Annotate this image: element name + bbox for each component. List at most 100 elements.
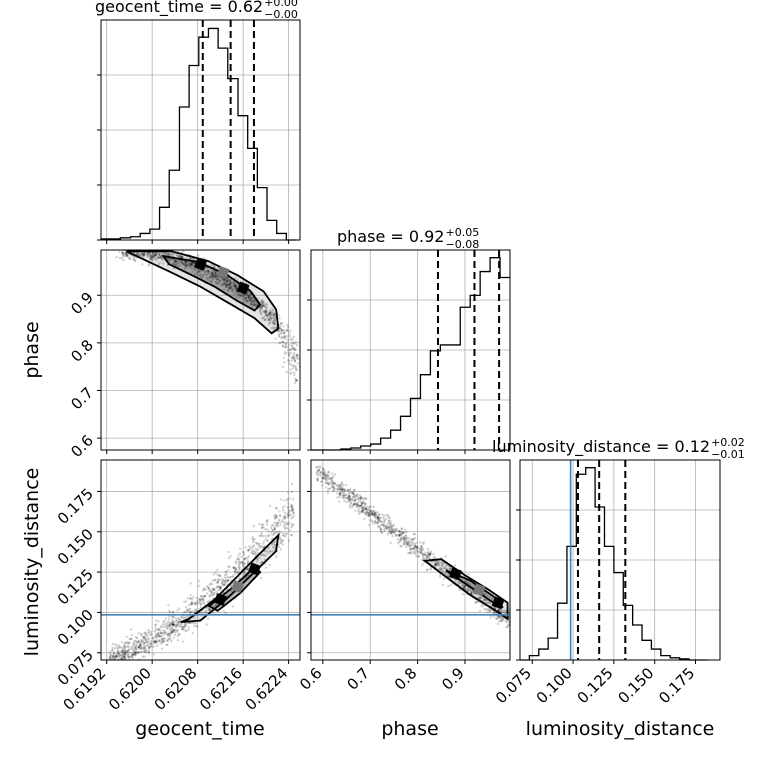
- geocent_time-vs-luminosity_distance-sample-point: [175, 623, 179, 627]
- geocent_time-vs-phase-sample-point: [214, 280, 218, 284]
- geocent_time-vs-luminosity_distance-sample-point: [258, 545, 261, 548]
- phase-vs-luminosity_distance-sample-point: [345, 497, 349, 500]
- geocent_time-vs-luminosity_distance-sample-point: [113, 646, 117, 650]
- geocent_time-vs-phase-sample-point: [166, 253, 169, 256]
- phase-vs-luminosity_distance-sample-point: [386, 513, 390, 517]
- geocent_time-vs-phase-sample-point: [217, 278, 220, 281]
- geocent_time-vs-luminosity_distance-sample-point: [274, 514, 277, 517]
- geocent_time-vs-luminosity_distance-sample-point: [134, 644, 138, 648]
- luminosity-distance-ylabel: luminosity_distance: [21, 468, 43, 657]
- geocent_time-vs-phase-sample-point: [264, 309, 267, 313]
- geocent_time-vs-phase-sample-point: [234, 285, 237, 288]
- geocent_time-vs-phase-sample-point: [293, 358, 297, 361]
- geocent_time-vs-luminosity_distance-sample-point: [123, 655, 126, 658]
- geocent_time-vs-phase-sample-point: [178, 254, 181, 258]
- phase-vs-luminosity_distance-sample-point: [425, 554, 429, 557]
- geocent_time-vs-luminosity_distance-sample-point: [186, 615, 189, 618]
- geocent_time-vs-phase-sample-point: [293, 351, 296, 354]
- phase-vs-luminosity_distance-sample-point: [342, 496, 346, 500]
- geocent_time-vs-luminosity_distance-sample-point: [266, 539, 269, 543]
- geocent_time-vs-luminosity_distance-sample-point: [139, 644, 142, 647]
- geocent_time-vs-phase-sample-point: [174, 263, 177, 267]
- geocent_time-vs-luminosity_distance-sample-point: [190, 601, 193, 604]
- geocent_time-vs-phase-sample-point: [137, 252, 140, 255]
- phase-vs-luminosity_distance-sample-point: [362, 497, 365, 500]
- phase-vs-luminosity_distance-sample-point: [404, 539, 407, 542]
- geocent_time-vs-luminosity_distance-sample-point: [273, 544, 276, 547]
- geocent_time-vs-luminosity_distance-sample-point: [261, 553, 264, 557]
- geocent_time-vs-luminosity_distance-sample-point: [208, 589, 211, 592]
- phase-vs-luminosity_distance-sample-point: [392, 531, 396, 534]
- geocent_time-vs-phase-sample-point: [153, 256, 157, 259]
- geocent_time-vs-phase-sample-point: [295, 379, 298, 382]
- phase-vs-luminosity_distance-sample-point: [347, 497, 350, 500]
- geocent_time-vs-luminosity_distance-sample-point: [221, 583, 224, 586]
- geocent_time-vs-luminosity_distance-sample-point: [189, 611, 192, 614]
- geocent_time-vs-phase-sample-point: [241, 294, 244, 297]
- phase-ylabel: phase: [21, 321, 43, 378]
- phase-vs-luminosity_distance-sample-point: [400, 527, 404, 530]
- geocent_time-vs-luminosity_distance-sample-point: [286, 514, 290, 517]
- phase-vs-luminosity_distance-sample-point: [342, 495, 346, 498]
- geocent_time-vs-luminosity_distance-sample-point: [221, 582, 224, 585]
- geocent_time-vs-phase-sample-point: [234, 283, 237, 286]
- phase-vs-luminosity_distance-sample-point: [320, 484, 324, 487]
- phase-vs-luminosity_distance-sample-point: [411, 538, 414, 541]
- geocent_time-vs-luminosity_distance-sample-point: [180, 627, 183, 630]
- phase-vs-luminosity_distance-sample-point: [360, 505, 363, 508]
- geocent_time-vs-phase-sample-point: [289, 368, 292, 371]
- geocent_time-marginal-title-value: 0.62: [228, 0, 264, 16]
- phase-vs-luminosity_distance-sample-point: [363, 511, 366, 514]
- geocent_time-vs-luminosity_distance-sample-point: [154, 635, 157, 639]
- geocent_time-vs-luminosity_distance-sample-point: [168, 637, 171, 640]
- geocent_time-vs-phase-sample-point: [173, 260, 177, 263]
- phase-vs-luminosity_distance-sample-point: [327, 481, 330, 485]
- geocent_time-vs-phase-sample-point: [283, 329, 286, 332]
- phase-vs-luminosity_distance-sample-point: [354, 502, 358, 505]
- geocent_time-vs-luminosity_distance-sample-point: [278, 514, 282, 517]
- phase-vs-luminosity_distance-sample-point: [436, 562, 439, 566]
- geocent_time-vs-luminosity_distance-sample-point: [202, 600, 205, 603]
- geocent_time-vs-phase-sample-point: [296, 362, 300, 365]
- phase-vs-luminosity_distance-sample-point: [382, 523, 386, 526]
- geocent_time-vs-luminosity_distance-sample-point: [219, 586, 222, 589]
- geocent_time-vs-luminosity_distance-sample-point: [287, 539, 291, 542]
- geocent_time-vs-phase-sample-point: [198, 270, 201, 273]
- geocent_time-vs-phase-core-2: [236, 281, 250, 295]
- geocent_time-vs-luminosity_distance-sample-point: [108, 650, 112, 654]
- geocent_time-vs-luminosity_distance-sample-point: [263, 550, 267, 553]
- geocent_time-vs-luminosity_distance-sample-point: [176, 622, 179, 625]
- geocent_time-vs-luminosity_distance-sample-point: [224, 612, 227, 615]
- geocent_time-vs-luminosity_distance-sample-point: [140, 632, 143, 636]
- geocent_time-vs-luminosity_distance-sample-point: [264, 566, 268, 569]
- phase-vs-luminosity_distance-sample-point: [332, 489, 336, 492]
- geocent_time-vs-luminosity_distance-sample-point: [187, 604, 190, 607]
- geocent_time-vs-phase-sample-point: [145, 253, 148, 256]
- phase-marginal-step: [311, 257, 510, 451]
- geocent_time-vs-phase-core-1: [216, 265, 230, 279]
- phase-vs-luminosity_distance-sample-point: [346, 488, 350, 492]
- phase-vs-luminosity_distance-sample-point: [327, 478, 330, 481]
- geocent_time-vs-phase-sample-point: [271, 313, 274, 317]
- geocent_time-vs-luminosity_distance-sample-point: [229, 555, 232, 558]
- geocent_time-vs-luminosity_distance-sample-point: [210, 590, 214, 594]
- geocent_time-vs-luminosity_distance-sample-point: [123, 656, 126, 660]
- geocent_time-vs-luminosity_distance-xtick-label-2: 0.6208: [151, 664, 201, 714]
- geocent_time-vs-luminosity_distance-sample-point: [139, 645, 142, 648]
- phase-vs-luminosity_distance-sample-point: [379, 520, 382, 523]
- phase-vs-luminosity_distance-sample-point: [497, 615, 500, 618]
- geocent_time-vs-phase-sample-point: [270, 308, 274, 311]
- geocent_time-vs-luminosity_distance-sample-point: [122, 644, 126, 647]
- geocent_time-vs-luminosity_distance-sample-point: [145, 644, 148, 648]
- geocent_time-vs-phase-sample-point: [282, 356, 285, 360]
- geocent_time-vs-luminosity_distance-sample-point: [157, 632, 160, 635]
- phase-vs-luminosity_distance-sample-point: [332, 486, 335, 489]
- phase-vs-luminosity_distance-core-1: [472, 583, 486, 597]
- geocent_time-vs-phase-sample-point: [286, 359, 290, 362]
- phase-vs-luminosity_distance-sample-point: [358, 507, 361, 511]
- luminosity_distance-marginal-title-plus: +0.02: [711, 436, 745, 449]
- geocent_time-vs-phase-sample-point: [273, 322, 276, 325]
- geocent_time-vs-luminosity_distance-sample-point: [133, 646, 136, 649]
- phase-vs-luminosity_distance-sample-point: [324, 477, 327, 480]
- geocent_time-vs-phase-sample-point: [283, 337, 286, 340]
